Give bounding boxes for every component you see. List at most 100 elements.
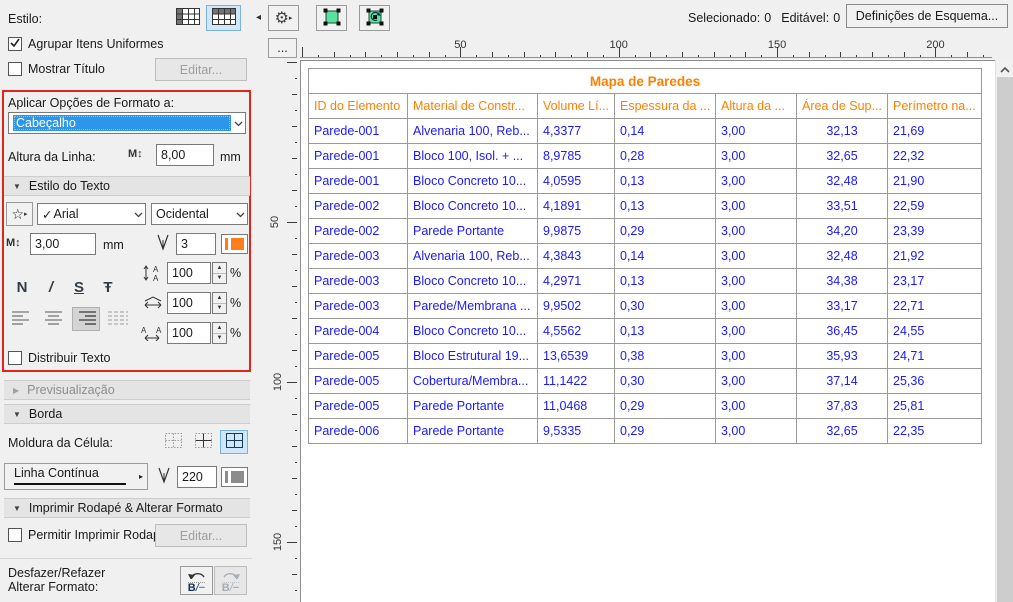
table-cell[interactable]: 0,30 <box>614 293 716 319</box>
table-cell[interactable]: Parede-004 <box>308 318 408 344</box>
mostrar-titulo-checkbox[interactable] <box>8 62 22 76</box>
section-previsualizacao[interactable]: ▶ Previsualização <box>4 380 250 400</box>
table-cell[interactable]: 3,00 <box>715 243 797 269</box>
width-factor-stepper[interactable]: ▲ ▼ <box>212 292 227 314</box>
table-cell[interactable]: Bloco Estrutural 19... <box>407 343 538 369</box>
table-cell[interactable]: Parede-005 <box>308 393 408 419</box>
table-cell[interactable]: 24,55 <box>886 318 983 344</box>
table-cell[interactable]: 3,00 <box>715 168 797 194</box>
table-cell[interactable]: Bloco Concreto 10... <box>407 268 538 294</box>
table-cell[interactable]: 3,00 <box>715 418 797 444</box>
table-cell[interactable]: 25,36 <box>886 368 983 394</box>
table-cell[interactable]: 22,35 <box>886 418 983 444</box>
distribuir-texto-checkbox[interactable] <box>8 351 22 365</box>
column-header[interactable]: Material de Constr... <box>407 93 538 119</box>
permitir-rodape-checkbox[interactable] <box>8 528 22 542</box>
table-cell[interactable]: 9,5335 <box>537 418 615 444</box>
table-cell[interactable]: Parede Portante <box>407 418 538 444</box>
table-cell[interactable]: Parede-006 <box>308 418 408 444</box>
table-cell[interactable]: 36,45 <box>796 318 888 344</box>
table-cell[interactable]: 0,29 <box>614 218 716 244</box>
table-cell[interactable]: Bloco Concreto 10... <box>407 318 538 344</box>
font-combobox[interactable]: ✓ Arial <box>37 203 146 225</box>
table-cell[interactable]: 24,71 <box>886 343 983 369</box>
editar-rodape-button[interactable]: Editar... <box>155 524 247 547</box>
table-cell[interactable]: Parede-002 <box>308 218 408 244</box>
table-cell[interactable]: Parede-001 <box>308 143 408 169</box>
agrupar-checkbox[interactable] <box>8 37 22 51</box>
layout-canvas[interactable]: Mapa de Paredes ID do Elemento Material d… <box>300 60 995 602</box>
align-center-button[interactable] <box>40 307 68 331</box>
table-cell[interactable]: 23,17 <box>886 268 983 294</box>
text-pen-color-swatch[interactable] <box>221 234 248 254</box>
table-cell[interactable]: Alvenaria 100, Reb... <box>407 118 538 144</box>
table-cell[interactable]: 3,00 <box>715 143 797 169</box>
column-header[interactable]: Perímetro na... <box>886 93 983 119</box>
table-cell[interactable]: Parede Portante <box>407 218 538 244</box>
table-cell[interactable]: 0,13 <box>614 318 716 344</box>
table-cell[interactable]: 11,0468 <box>537 393 615 419</box>
table-style-rows-button[interactable] <box>172 6 203 30</box>
spin-down-icon[interactable]: ▼ <box>216 335 223 342</box>
table-cell[interactable]: 22,71 <box>886 293 983 319</box>
table-cell[interactable]: 3,00 <box>715 393 797 419</box>
char-spacing-stepper[interactable]: ▲ ▼ <box>212 322 227 344</box>
table-cell[interactable]: 0,14 <box>614 118 716 144</box>
border-pen-input[interactable]: 220 <box>177 466 217 488</box>
aplicar-formato-combobox[interactable]: Cabeçalho <box>8 112 246 134</box>
table-cell[interactable]: 9,9875 <box>537 218 615 244</box>
text-size-input[interactable]: 3,00 <box>30 233 96 255</box>
table-cell[interactable]: 3,00 <box>715 318 797 344</box>
ruler-options-button[interactable]: ... <box>268 38 297 58</box>
vertical-scrollbar[interactable] <box>995 60 1013 602</box>
table-style-header-button[interactable] <box>206 5 241 31</box>
column-header[interactable]: Altura da ... <box>715 93 797 119</box>
table-cell[interactable]: Parede-003 <box>308 268 408 294</box>
edit-nodes-button[interactable] <box>359 5 390 31</box>
table-cell[interactable]: 0,29 <box>614 393 716 419</box>
spin-down-icon[interactable]: ▼ <box>216 275 223 282</box>
scrollbar-thumb[interactable] <box>997 77 1013 602</box>
table-cell[interactable]: Parede-002 <box>308 193 408 219</box>
section-estilo-texto[interactable]: ▼ Estilo do Texto <box>4 176 250 196</box>
column-header[interactable]: ID do Elemento <box>308 93 408 119</box>
settings-gear-button[interactable]: ⚙ ▸ <box>268 5 299 31</box>
table-cell[interactable]: 25,81 <box>886 393 983 419</box>
altura-linha-input[interactable]: 8,00 <box>156 144 214 166</box>
table-cell[interactable]: 0,14 <box>614 243 716 269</box>
table-cell[interactable]: 11,1422 <box>537 368 615 394</box>
table-cell[interactable]: 34,20 <box>796 218 888 244</box>
table-cell[interactable]: 32,65 <box>796 418 888 444</box>
spin-up-icon[interactable]: ▲ <box>213 293 226 304</box>
line-type-button[interactable]: Linha Contínua ▸ <box>4 463 148 490</box>
select-area-button[interactable] <box>316 5 347 31</box>
table-cell[interactable]: 32,48 <box>796 243 888 269</box>
spin-up-icon[interactable]: ▲ <box>213 263 226 274</box>
table-cell[interactable]: 21,69 <box>886 118 983 144</box>
table-cell[interactable]: 37,14 <box>796 368 888 394</box>
table-cell[interactable]: 33,17 <box>796 293 888 319</box>
table-cell[interactable]: 3,00 <box>715 268 797 294</box>
table-cell[interactable]: 3,00 <box>715 343 797 369</box>
favorites-star-button[interactable]: ☆ ▸ <box>6 202 33 226</box>
table-cell[interactable]: 0,30 <box>614 368 716 394</box>
table-title[interactable]: Mapa de Paredes <box>307 68 983 94</box>
spin-down-icon[interactable]: ▼ <box>216 305 223 312</box>
table-cell[interactable]: Bloco 100, Isol. + ... <box>407 143 538 169</box>
table-cell[interactable]: 4,3377 <box>537 118 615 144</box>
table-cell[interactable]: Parede-005 <box>308 368 408 394</box>
table-cell[interactable]: 9,9502 <box>537 293 615 319</box>
collapse-panel-arrow[interactable]: ◂ <box>256 12 262 23</box>
table-cell[interactable]: Bloco Concreto 10... <box>407 193 538 219</box>
italic-button[interactable]: / <box>48 278 54 296</box>
align-right-button[interactable] <box>72 307 100 331</box>
spin-up-icon[interactable]: ▲ <box>213 323 226 334</box>
table-cell[interactable]: 3,00 <box>715 118 797 144</box>
table-cell[interactable]: 0,13 <box>614 168 716 194</box>
line-spacing-stepper[interactable]: ▲ ▼ <box>212 262 227 284</box>
table-cell[interactable]: 33,51 <box>796 193 888 219</box>
line-spacing-input[interactable]: 100 <box>167 262 211 284</box>
border-pen-color-swatch[interactable] <box>221 467 248 487</box>
table-cell[interactable]: 35,93 <box>796 343 888 369</box>
table-cell[interactable]: 23,39 <box>886 218 983 244</box>
